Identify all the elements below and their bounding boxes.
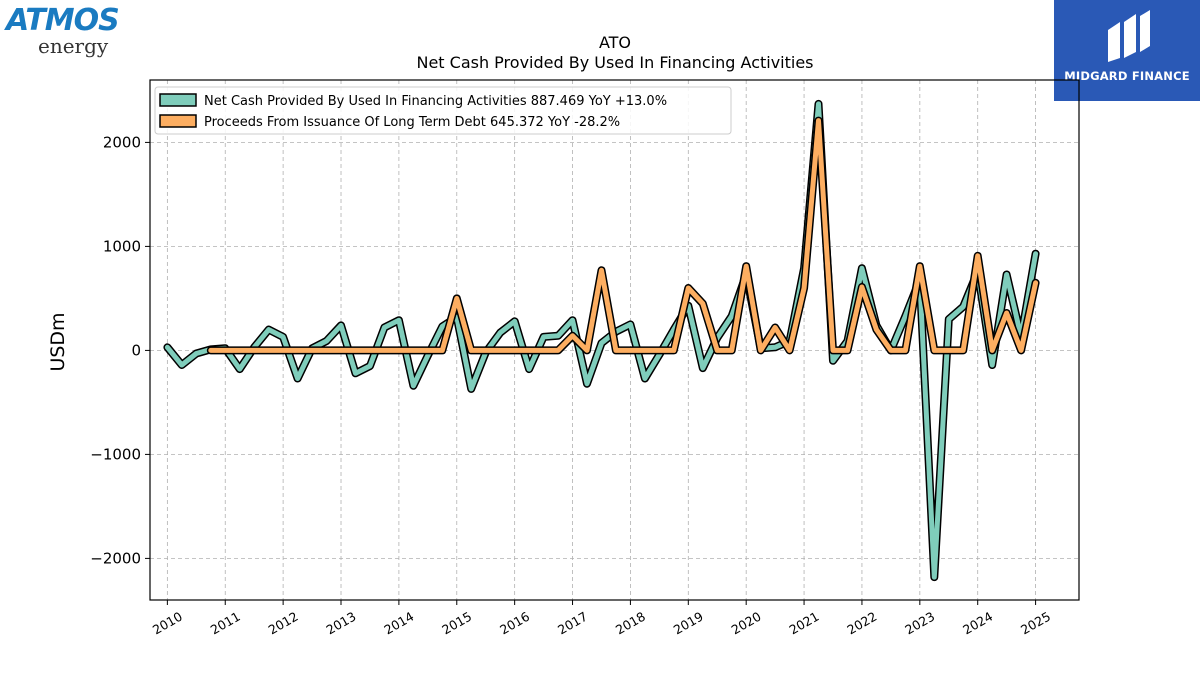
- chart-title: ATO: [599, 33, 631, 52]
- midgard-mark-icon: [1108, 10, 1150, 62]
- series-layer: [163, 99, 1040, 582]
- y-tick-label: 2000: [103, 133, 141, 151]
- y-axis-label: USDm: [47, 312, 69, 371]
- x-axis: 2010 2011 2012 2013 2014 2015 2016 2017 2018 2019…: [150, 600, 1053, 638]
- y-axis: −2000 −1000 0 1000 2000: [90, 133, 150, 567]
- x-tick-label: 2021: [787, 609, 822, 638]
- y-tick-label: 1000: [103, 237, 141, 255]
- chart-subtitle: Net Cash Provided By Used In Financing A…: [416, 53, 813, 72]
- x-tick-label: 2020: [729, 609, 764, 638]
- x-tick-label: 2012: [266, 609, 301, 638]
- x-tick-label: 2016: [497, 609, 532, 638]
- x-tick-label: 2023: [902, 609, 937, 638]
- x-tick-label: 2025: [1018, 609, 1053, 638]
- x-tick-label: 2017: [555, 609, 590, 638]
- y-tick-label: −1000: [90, 445, 141, 463]
- legend: Net Cash Provided By Used In Financing A…: [154, 86, 732, 135]
- legend-label-proceeds: Proceeds From Issuance Of Long Term Debt…: [204, 115, 620, 130]
- legend-swatch-net-cash: [159, 93, 197, 107]
- atmos-wordmark: ATMOS: [6, 3, 120, 38]
- x-tick-label: 2019: [671, 609, 706, 638]
- y-tick-label: −2000: [90, 549, 141, 567]
- x-tick-label: 2018: [613, 609, 648, 638]
- y-tick-label: 0: [131, 341, 141, 359]
- atmos-subtitle: energy: [38, 34, 109, 58]
- legend-box: [154, 86, 732, 135]
- plot-frame: [149, 79, 1080, 601]
- x-tick-label: 2022: [844, 609, 879, 638]
- x-tick-label: 2015: [439, 609, 474, 638]
- legend-swatch-proceeds: [159, 114, 197, 128]
- series-line-proceeds: [208, 118, 1039, 353]
- legend-label-net-cash: Net Cash Provided By Used In Financing A…: [204, 94, 667, 109]
- midgard-finance-logo: MIDGARD FINANCE: [1054, 0, 1200, 101]
- x-tick-label: 2013: [323, 609, 358, 638]
- x-tick-label: 2011: [208, 609, 243, 638]
- x-tick-label: 2014: [381, 609, 416, 638]
- x-tick-label: 2010: [150, 609, 185, 638]
- atmos-energy-logo: ATMOS energy: [4, 4, 128, 60]
- midgard-finance-text: MIDGARD FINANCE: [1064, 69, 1190, 83]
- x-tick-label: 2024: [960, 609, 995, 638]
